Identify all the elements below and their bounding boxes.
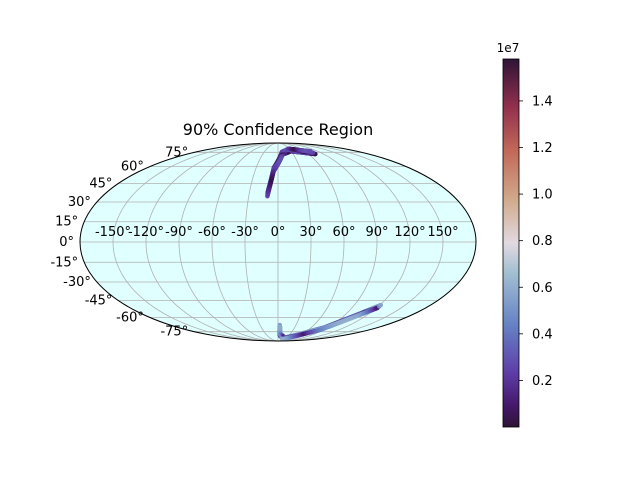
longitude-tick-label: 120° xyxy=(394,225,425,240)
map-area: -150°-120° -90° -60° -30° 0° 30° 60° 90° 120° 150… xyxy=(50,142,477,342)
latitude-tick-label: -45° xyxy=(85,294,113,309)
longitude-tick-label: -90° xyxy=(165,225,193,240)
latitude-tick-label: 0° xyxy=(59,235,74,250)
colorbar-gradient xyxy=(502,58,520,428)
colorbar-tick-label: 0.6 xyxy=(532,281,553,296)
latitude-tick-label: -75° xyxy=(160,325,188,340)
latitude-tick-label: 45° xyxy=(89,176,112,191)
colorbar-tick-label: 1.4 xyxy=(532,94,553,109)
latitude-tick-label: -30° xyxy=(63,275,91,290)
longitude-tick-label: -120° xyxy=(128,225,164,240)
longitude-tick-label: 60° xyxy=(332,225,355,240)
latitude-tick-label: 75° xyxy=(165,145,188,160)
colorbar-tick-label: 1.2 xyxy=(532,141,553,156)
region-point xyxy=(378,302,384,308)
longitude-tick-label: 30° xyxy=(299,225,322,240)
latitude-tick-label: 15° xyxy=(55,215,78,230)
colorbar-tick-label: 0.4 xyxy=(532,327,553,342)
longitude-tick-label: -150° xyxy=(95,225,131,240)
longitude-tick-labels: -150°-120° -90° -60° -30° 0° 30° 60° 90° 120° 150… xyxy=(95,225,459,240)
region-point xyxy=(308,149,313,154)
longitude-tick-label: 90° xyxy=(365,225,388,240)
latitude-tick-label: -15° xyxy=(50,255,78,270)
longitude-tick-label: 0° xyxy=(271,225,286,240)
longitude-tick-label: 150° xyxy=(427,225,458,240)
colorbar-exponent: 1e7 xyxy=(497,41,520,55)
latitude-tick-label: -60° xyxy=(116,310,144,325)
colorbar-tick-label: 0.8 xyxy=(532,234,553,249)
graticule xyxy=(80,143,476,341)
confidence-regions xyxy=(265,146,384,341)
longitude-tick-label: -60° xyxy=(198,225,226,240)
colorbar: 0.2 0.4 0.6 0.8 1.0 1.2 1.4 1e7 xyxy=(497,41,553,428)
chart-title: 90% Confidence Region xyxy=(183,120,373,139)
colorbar-tick-label: 0.2 xyxy=(532,374,553,389)
latitude-tick-label: 30° xyxy=(68,195,91,210)
colorbar-ticks: 0.2 0.4 0.6 0.8 1.0 1.2 1.4 xyxy=(519,94,553,389)
colorbar-tick-label: 1.0 xyxy=(532,188,553,203)
longitude-tick-label: -30° xyxy=(231,225,259,240)
latitude-tick-label: 60° xyxy=(121,160,144,175)
